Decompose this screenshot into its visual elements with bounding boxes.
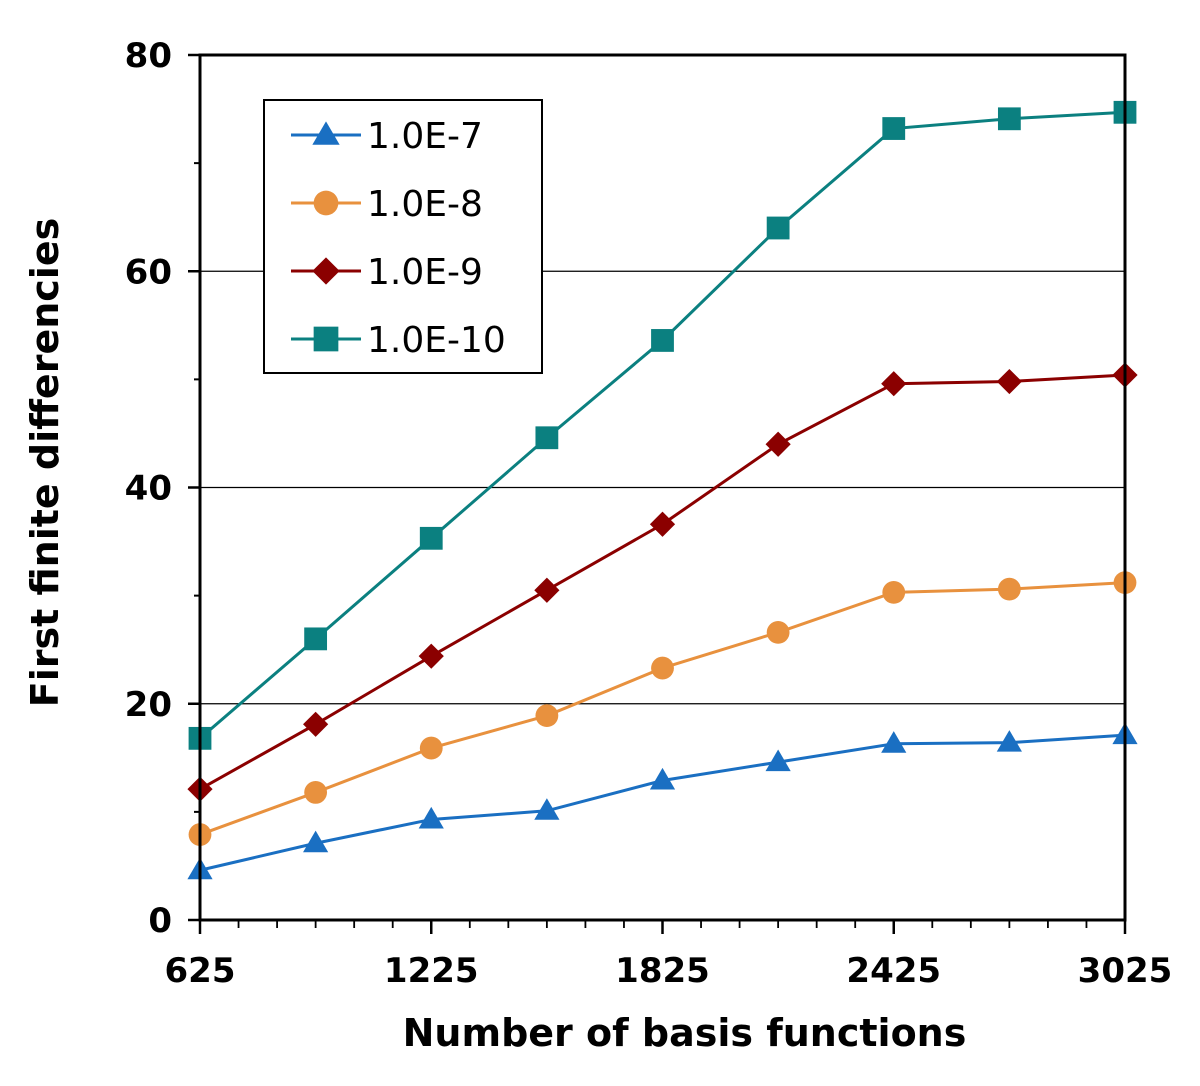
legend-label: 1.0E-10 (367, 320, 506, 361)
data-point (765, 749, 791, 772)
y-tick-label: 20 (125, 685, 172, 725)
data-point (881, 731, 907, 753)
data-point (997, 577, 1021, 601)
data-point (765, 431, 791, 457)
legend-label: 1.0E-7 (367, 116, 483, 157)
data-point (766, 620, 790, 644)
data-point (882, 117, 906, 140)
data-point (882, 580, 906, 604)
data-point (766, 216, 790, 240)
tick-labels: 0 20 40 60 80 625 1225 1825 2425 3025 (125, 36, 1173, 991)
legend: 1.0E-7 1.0E-8 1.0E-9 1.0E-10 (263, 99, 543, 374)
plot-area-frame (198, 53, 1127, 922)
data-point (419, 736, 443, 760)
series-layer (187, 100, 1138, 880)
y-tick-label: 60 (125, 252, 172, 292)
data-point (649, 767, 676, 790)
data-point (304, 781, 328, 804)
x-tick-label: 3025 (1078, 951, 1173, 991)
data-point (881, 371, 907, 397)
legend-item: 1.0E-7 (291, 116, 483, 157)
legend-item: 1.0E-9 (291, 252, 483, 293)
legend-label: 1.0E-9 (367, 252, 483, 293)
y-tick-label: 0 (148, 901, 172, 941)
data-point (535, 704, 559, 728)
legend-item: 1.0E-10 (291, 320, 506, 361)
data-point (304, 627, 328, 651)
x-tick-label: 1825 (615, 951, 710, 991)
legend-item: 1.0E-8 (291, 184, 483, 225)
series-1.0E-9 (187, 362, 1138, 802)
x-tick-label: 1225 (384, 951, 479, 991)
data-point (651, 329, 674, 352)
data-point (418, 643, 444, 669)
data-point (303, 830, 329, 853)
data-point (535, 426, 559, 450)
legend-marker (313, 326, 339, 352)
axis-ticks (188, 53, 1127, 934)
data-point (303, 711, 329, 737)
x-tick-label: 625 (165, 951, 236, 991)
series-1.0E-7 (187, 722, 1138, 880)
legend-marker (313, 190, 339, 216)
data-point (418, 806, 444, 829)
y-tick-label: 80 (125, 36, 172, 76)
y-tick-label: 40 (125, 469, 172, 509)
legend-marker (312, 257, 340, 285)
series-line (199, 373, 1126, 791)
series-line (199, 733, 1126, 872)
data-point (997, 107, 1021, 131)
data-point (996, 368, 1022, 395)
legend-label: 1.0E-8 (367, 184, 483, 225)
data-point (649, 511, 676, 537)
data-point (996, 730, 1022, 752)
legend-marker (312, 121, 340, 145)
data-point (651, 656, 674, 680)
x-axis-title: Number of basis functions (403, 1011, 967, 1055)
series-1.0E-8 (188, 571, 1137, 846)
x-tick-label: 2425 (846, 951, 941, 991)
data-point (534, 577, 560, 603)
legend-box (263, 99, 543, 374)
y-axis-title: First finite differencies (23, 218, 67, 707)
data-point (534, 798, 560, 820)
data-point (419, 526, 443, 550)
series-1.0E-10 (188, 100, 1137, 750)
